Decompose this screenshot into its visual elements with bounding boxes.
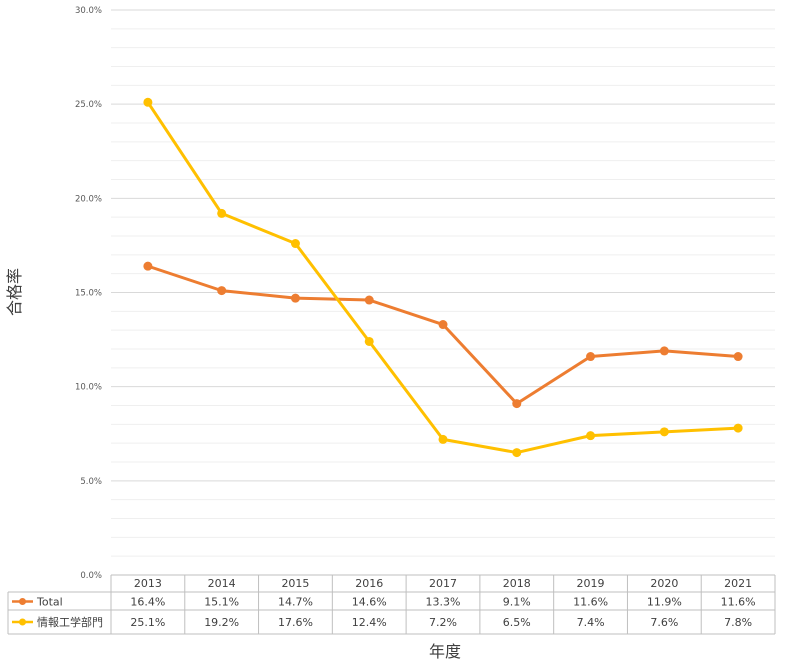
data-table-value: 7.4% (577, 616, 605, 629)
data-point (364, 295, 374, 305)
data-point (143, 261, 153, 271)
data-table-value: 16.4% (130, 596, 165, 609)
data-table-value: 11.9% (647, 596, 682, 609)
data-point (512, 399, 522, 409)
x-category-label: 2021 (724, 577, 752, 590)
gridlines (111, 9, 775, 557)
x-category-label: 2014 (208, 577, 236, 590)
data-point (586, 352, 596, 362)
data-table-value: 6.5% (503, 616, 531, 629)
data-table-value: 7.8% (724, 616, 752, 629)
data-point (438, 434, 448, 444)
y-tick-label: 5.0% (80, 477, 102, 487)
data-point (733, 423, 743, 433)
data-point (659, 346, 669, 356)
data-table-value: 25.1% (130, 616, 165, 629)
x-category-label: 2013 (134, 577, 162, 590)
data-point (586, 431, 596, 441)
data-table-value: 11.6% (573, 596, 608, 609)
legend-label: Total (36, 596, 63, 609)
y-tick-label: 30.0% (75, 6, 102, 16)
x-category-label: 2017 (429, 577, 457, 590)
data-table-value: 14.6% (352, 596, 387, 609)
y-tick-label: 25.0% (75, 100, 102, 110)
y-tick-label: 10.0% (75, 383, 102, 393)
data-point (659, 427, 669, 437)
data-point (217, 208, 227, 218)
y-tick-label: 0.0% (80, 571, 102, 581)
data-table-value: 17.6% (278, 616, 313, 629)
data-table-value: 13.3% (426, 596, 461, 609)
data-point (512, 448, 522, 458)
data-point (290, 239, 300, 249)
data-point (733, 352, 743, 362)
data-table-value: 12.4% (352, 616, 387, 629)
data-point (364, 336, 374, 346)
x-category-label: 2018 (503, 577, 531, 590)
data-table-value: 15.1% (204, 596, 239, 609)
data-table-value: 9.1% (503, 596, 531, 609)
data-table: 2013 2014 2015 2016 2017 2018 2019 2020 2021 Tota… (7, 574, 776, 635)
series-lines (143, 97, 743, 458)
data-point (438, 320, 448, 330)
x-category-label: 2020 (650, 577, 678, 590)
data-table-value: 14.7% (278, 596, 313, 609)
data-table-value: 19.2% (204, 616, 239, 629)
x-category-label: 2015 (281, 577, 309, 590)
y-tick-label: 20.0% (75, 194, 102, 204)
y-axis-ticks: 0.0% 5.0% 10.0% 15.0% 20.0% 25.0% 30.0% (75, 6, 102, 581)
data-table-value: 7.6% (650, 616, 678, 629)
legend-marker (19, 598, 26, 605)
series-line (146, 264, 740, 406)
series-line (146, 100, 740, 455)
legend-label: 情報工学部門 (37, 615, 103, 629)
data-point (290, 293, 300, 303)
legend-marker (19, 618, 26, 626)
y-axis-title: 合格率 (5, 268, 24, 316)
data-point (143, 97, 153, 107)
x-axis-title: 年度 (429, 642, 461, 661)
y-tick-label: 15.0% (75, 289, 102, 299)
x-category-label: 2019 (577, 577, 605, 590)
data-point (217, 286, 227, 296)
data-table-value: 11.6% (721, 596, 756, 609)
data-table-value: 7.2% (429, 616, 457, 629)
x-category-label: 2016 (355, 577, 383, 590)
